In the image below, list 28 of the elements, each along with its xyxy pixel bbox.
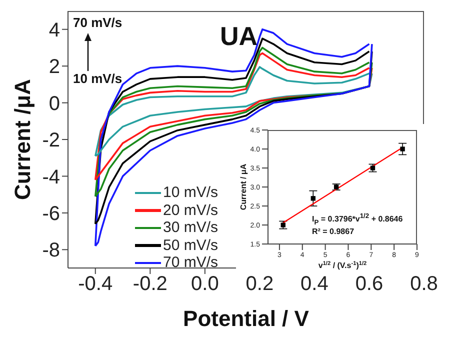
y-axis-title: Current /μA <box>10 78 35 200</box>
x-axis-title: v$^{1/2}$ / (V.s$^{-1}$)$^{1/2}$ <box>318 260 367 270</box>
y-tick-label: 2 <box>48 56 60 78</box>
annotation: I$_{P}$ = 0.3796*v$^{1/2}$ + 0.8646 <box>312 213 403 227</box>
x-tick-label: -0.2 <box>132 273 168 296</box>
legend-label: 50 mV/s <box>163 236 218 254</box>
y-tick-label: 0 <box>48 92 60 115</box>
x-tick-label: 0.0 <box>191 273 219 296</box>
legend-label: 30 mV/s <box>163 219 218 236</box>
legend-label: 10 mV/s <box>163 184 218 202</box>
y-tick-label: 4 <box>48 19 60 42</box>
y-tick-label: -2 <box>42 130 60 152</box>
x-tick-label: 0.6 <box>355 273 384 296</box>
annotation: 10 mV/s <box>73 71 122 86</box>
x-tick-label: 0.8 <box>410 273 438 296</box>
annotation: UA <box>220 21 258 51</box>
x-axis-title: Potential / V <box>183 306 310 331</box>
annotation: 70 mV/s <box>73 15 122 30</box>
y-tick-label: -6 <box>42 203 60 226</box>
x-tick-label: 0.4 <box>300 273 328 296</box>
x-tick-label: 0.2 <box>246 273 274 296</box>
x-tick-label: -0.4 <box>78 273 113 296</box>
legend-label: 20 mV/s <box>163 202 218 219</box>
y-tick-label: -4 <box>42 166 60 188</box>
annotation: R² = 0.9867 <box>312 227 354 237</box>
legend-label: 70 mV/s <box>163 254 218 272</box>
y-axis-title: Current / μA <box>239 164 248 210</box>
y-tick-label: -8 <box>42 240 60 262</box>
